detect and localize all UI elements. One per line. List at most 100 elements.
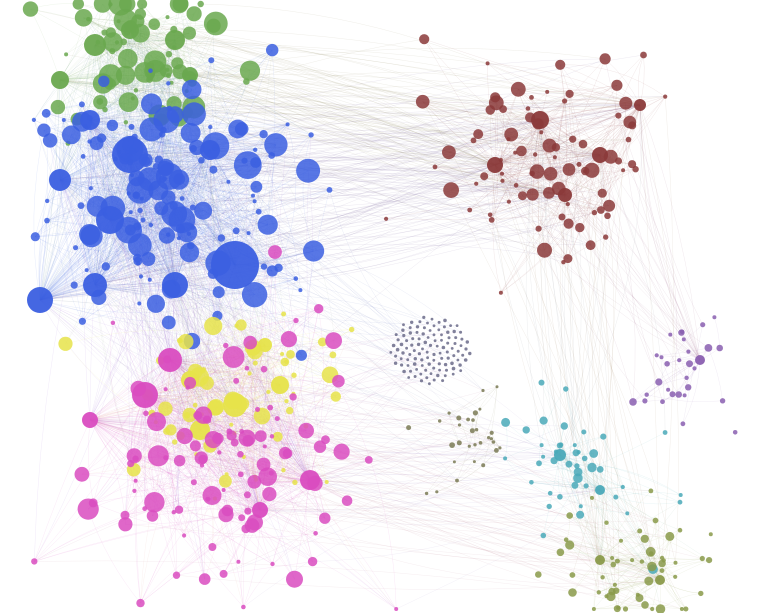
graph-node [129,210,133,214]
graph-node [78,499,99,520]
graph-node [541,533,547,539]
graph-node [480,172,488,180]
graph-node [103,212,107,216]
graph-node [259,130,267,138]
graph-node [205,250,230,275]
graph-node [453,460,456,463]
graph-node [107,120,118,131]
graph-node [610,556,614,560]
graph-node [180,196,185,201]
graph-node [653,518,659,524]
graph-node [137,208,142,213]
graph-node [475,428,478,431]
graph-node [426,351,429,354]
graph-node [392,344,396,348]
graph-node [253,361,258,366]
graph-node [663,95,667,99]
graph-node [219,475,232,488]
graph-node [647,562,657,572]
graph-node [557,549,565,557]
graph-node [499,158,503,162]
graph-node [414,357,417,360]
graph-node [241,158,247,164]
graph-node [177,428,193,444]
graph-node [62,125,81,144]
graph-node [552,182,566,196]
graph-node [446,342,449,345]
graph-node [533,118,544,129]
graph-node [501,418,510,427]
graph-node [486,105,496,115]
graph-node [436,374,439,377]
graph-node [444,374,447,377]
graph-node [611,80,622,91]
graph-node [228,120,247,139]
graph-node [566,512,573,519]
graph-node [248,371,252,375]
graph-node [655,353,659,357]
graph-node [307,476,322,491]
graph-node [217,450,221,454]
graph-node [400,357,403,360]
graph-node [433,379,436,382]
graph-node [457,440,462,445]
graph-node [172,439,177,444]
graph-node [389,351,392,354]
graph-node [140,117,164,141]
graph-node [334,444,350,460]
graph-node [644,577,653,586]
graph-node [117,150,121,154]
graph-node [640,559,644,563]
graph-node [172,45,176,49]
graph-node [87,115,93,121]
graph-node [561,422,568,429]
graph-node [247,231,251,235]
graph-node [125,225,136,236]
graph-node [642,398,647,403]
graph-node [478,408,481,411]
graph-node [164,387,168,391]
graph-node [296,350,307,361]
graph-node [561,260,565,264]
graph-node [240,61,260,81]
graph-node [270,434,274,438]
graph-node [203,486,222,505]
graph-node [349,327,354,332]
graph-node [64,52,68,56]
graph-node [242,282,267,307]
graph-node [139,274,143,278]
graph-node [89,186,93,190]
graph-node [700,556,705,561]
network-graph [0,0,759,613]
graph-node [27,287,53,313]
graph-node [424,341,428,345]
graph-node [490,92,500,102]
graph-node [81,154,86,159]
graph-node [427,336,430,339]
graph-node [507,200,511,204]
graph-node [682,337,686,341]
graph-node [641,601,649,609]
graph-node [686,350,690,354]
graph-node [32,118,36,122]
graph-node [117,19,121,23]
graph-node [402,334,405,337]
graph-node [459,369,462,372]
graph-node [425,376,428,379]
graph-node [675,391,682,398]
graph-node [421,348,424,351]
graph-node [470,428,475,433]
graph-node [615,113,621,119]
graph-node [603,234,608,239]
graph-node [419,373,422,376]
graph-node [458,363,461,366]
graph-node [636,594,644,602]
graph-node [566,202,570,206]
graph-node [446,351,449,354]
graph-node [303,240,324,261]
graph-node [263,445,267,449]
graph-node [409,326,412,329]
graph-node [218,234,226,242]
graph-node [681,421,686,426]
graph-node [563,163,576,176]
